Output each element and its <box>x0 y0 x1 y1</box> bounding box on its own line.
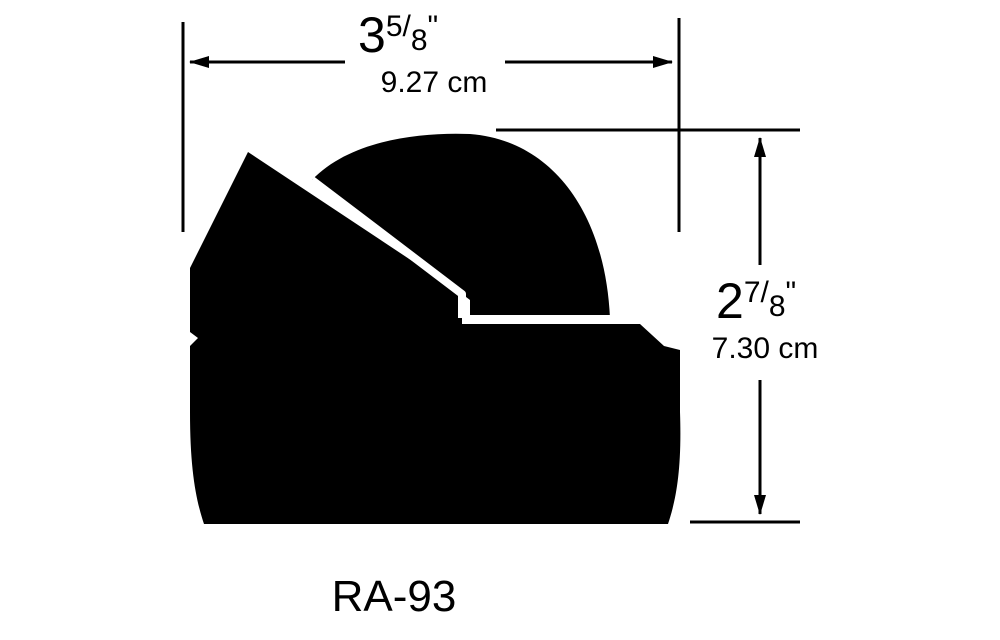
compass-silhouette <box>190 133 681 524</box>
height-inch-mark: " <box>786 276 797 309</box>
width-imperial-label: 35/8" <box>358 7 438 63</box>
width-metric-label: 9.27 cm <box>381 66 488 99</box>
height-imperial-label: 27/8" <box>716 273 796 329</box>
compass-dome <box>312 133 610 318</box>
width-denominator: 8 <box>411 24 428 57</box>
width-whole: 3 <box>358 7 386 63</box>
model-label: RA-93 <box>332 572 457 621</box>
height-dimension: 27/8" 7.30 cm <box>496 128 819 524</box>
height-denominator: 8 <box>769 290 786 323</box>
height-numerator: 7 <box>744 276 761 309</box>
height-metric-label: 7.30 cm <box>712 332 819 365</box>
width-dimension: 35/8" 9.27 cm <box>181 7 681 232</box>
compass-housing <box>190 152 681 524</box>
compass-groove <box>309 176 466 318</box>
width-numerator: 5 <box>386 10 403 43</box>
height-whole: 2 <box>716 273 744 329</box>
width-inch-mark: " <box>428 10 439 43</box>
